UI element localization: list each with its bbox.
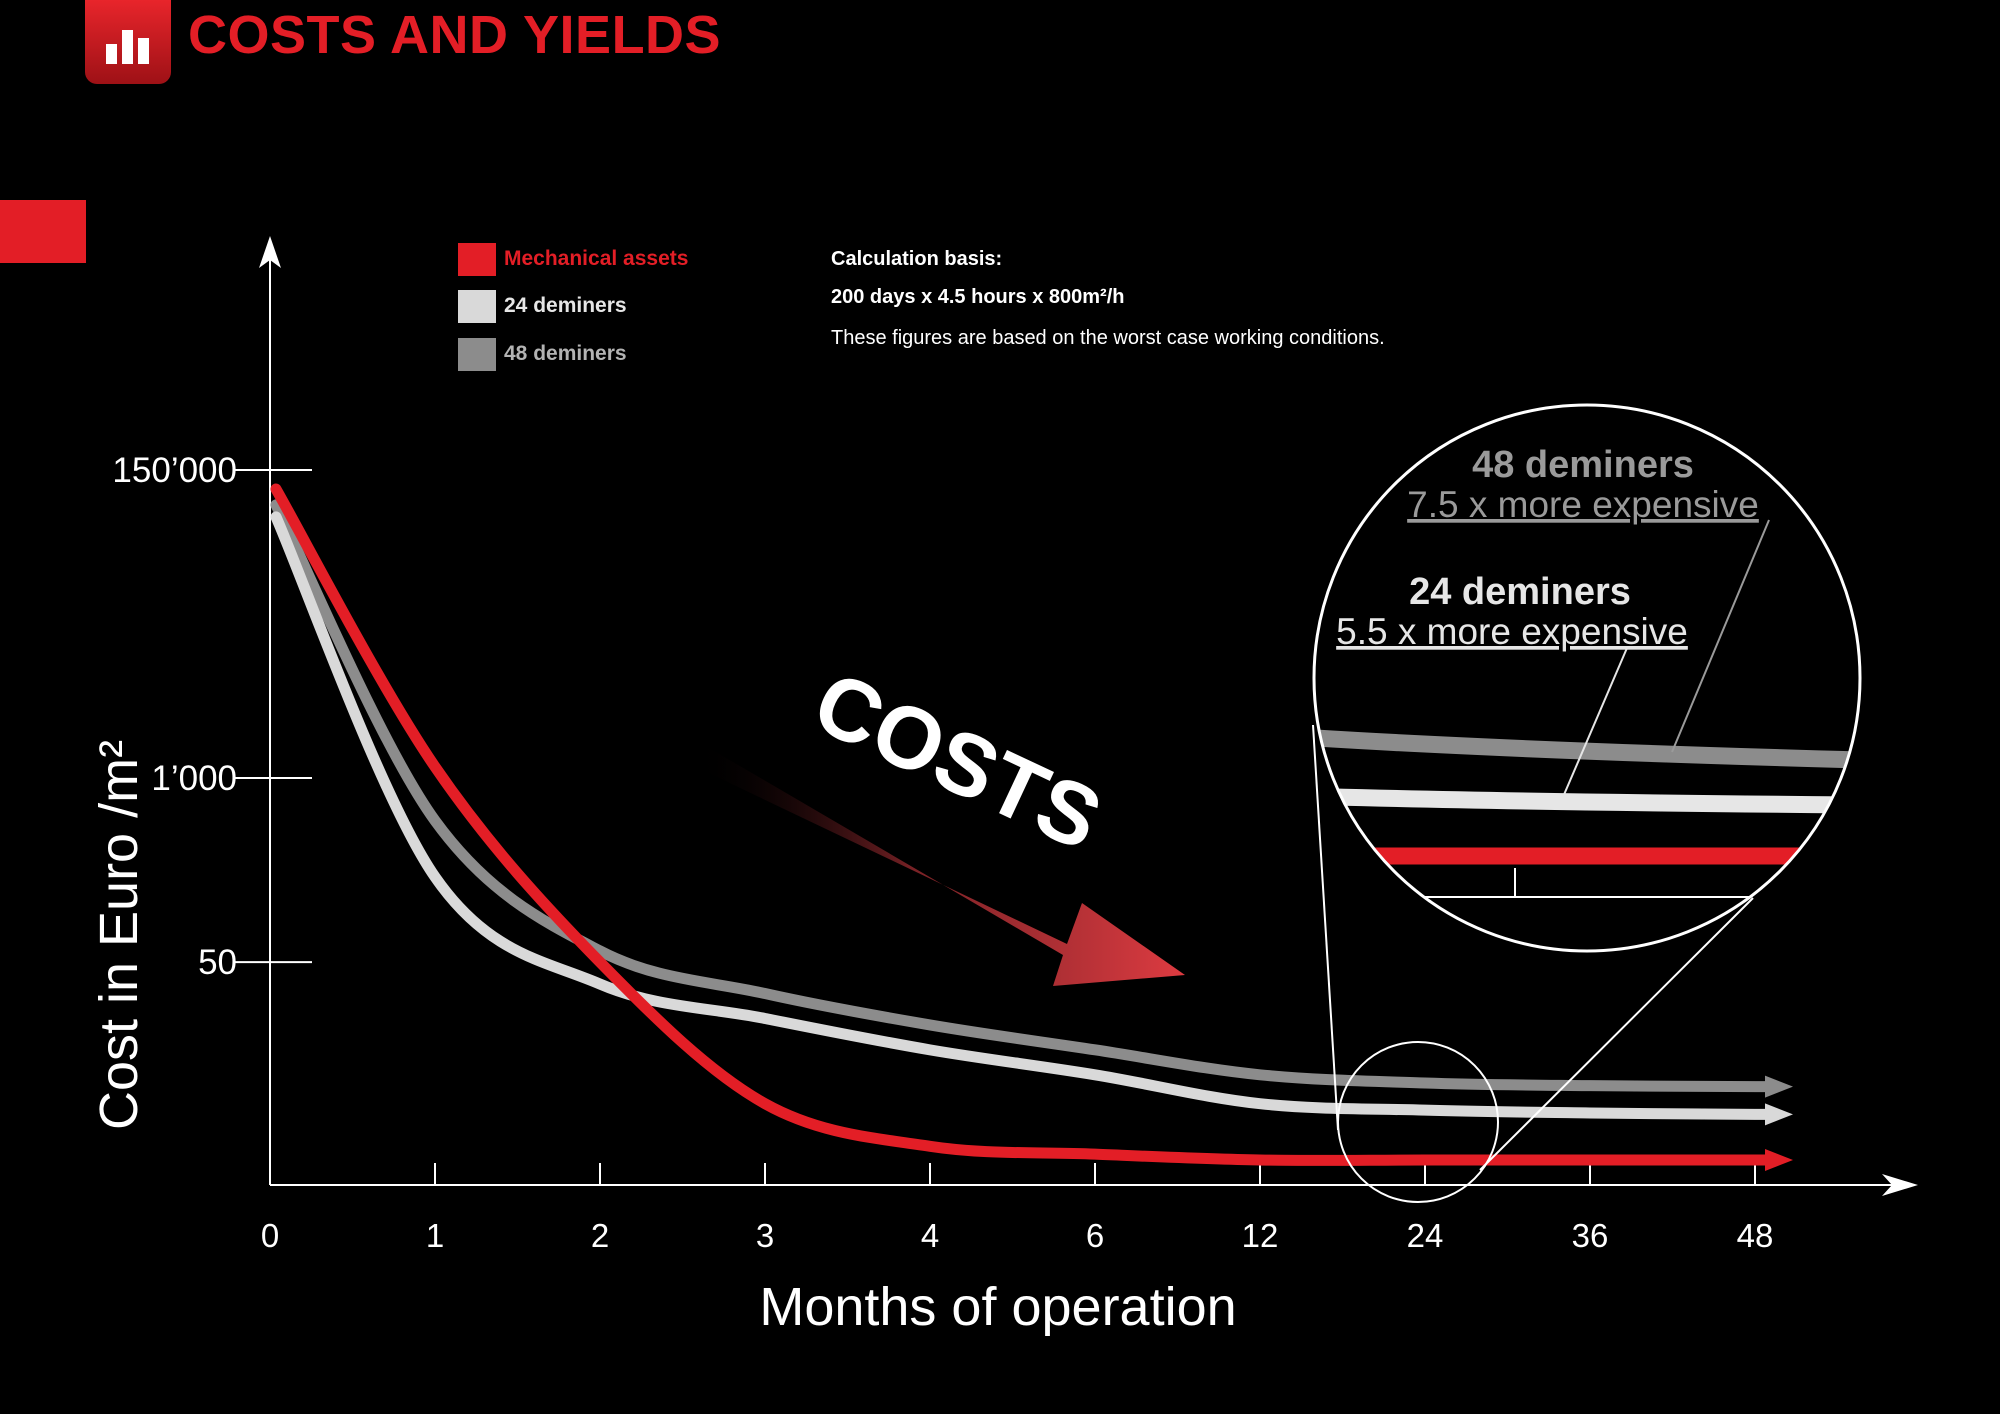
legend-item-mechanical: Mechanical assets <box>458 239 688 279</box>
side-tab-marker <box>0 200 86 263</box>
x-tick-label: 1 <box>426 1217 444 1254</box>
x-axis-arrowhead <box>1882 1174 1918 1196</box>
x-tick-label: 4 <box>921 1217 939 1254</box>
zoom-24-subtitle: 5.5 x more expensive <box>1336 611 1688 652</box>
x-tick-label: 24 <box>1407 1217 1444 1254</box>
calculation-heading: Calculation basis: <box>831 248 1003 270</box>
legend-label: 48 deminers <box>504 342 627 365</box>
legend-item-48-deminers: 48 deminers <box>458 334 627 374</box>
zoom-24-leader <box>1562 647 1628 798</box>
x-tick-label: 48 <box>1737 1217 1774 1254</box>
x-axis-label: Months of operation <box>759 1277 1236 1337</box>
zoom-48-leader <box>1671 519 1770 753</box>
x-tick-label: 0 <box>261 1217 279 1254</box>
x-tick-label: 2 <box>591 1217 609 1254</box>
series-line-48-deminers <box>270 499 1771 1093</box>
series-arrowhead-mechanical-assets <box>1765 1149 1793 1171</box>
series-arrowhead-48-deminers <box>1765 1075 1793 1098</box>
zoom-48-title: 48 deminers <box>1472 444 1694 486</box>
y-axis-arrowhead <box>259 236 281 268</box>
x-tick-label: 3 <box>756 1217 774 1254</box>
zoom-source-circle <box>1337 1041 1499 1203</box>
legend-swatch <box>458 337 496 371</box>
x-tick-label: 6 <box>1086 1217 1104 1254</box>
calculation-basis: 200 days x 4.5 hours x 800m²/h <box>831 286 1125 308</box>
x-tick-label: 36 <box>1572 1217 1609 1254</box>
series-arrowhead-24-deminers <box>1765 1103 1793 1126</box>
zoom-24-title: 24 deminers <box>1409 571 1631 613</box>
calculation-note: These figures are based on the worst cas… <box>831 327 1385 349</box>
bar-chart-icon <box>85 0 171 84</box>
y-tick-label: 1’000 <box>151 759 237 798</box>
series-line-mechanical-assets <box>270 483 1771 1166</box>
zoom-connector <box>1479 897 1754 1171</box>
zoom-line-24-deminers <box>1314 787 1860 814</box>
legend-label: 24 deminers <box>504 294 627 317</box>
costs-arrow <box>694 745 1185 986</box>
page-title: COSTS AND YIELDS <box>188 5 722 65</box>
x-tick-label: 12 <box>1242 1217 1279 1254</box>
zoom-circle <box>1312 403 1862 953</box>
legend-swatch <box>458 242 496 276</box>
zoom-connector <box>1312 724 1339 1131</box>
y-tick-label: 150’000 <box>112 451 237 490</box>
legend-label: Mechanical assets <box>504 247 689 270</box>
zoom-line-48-deminers <box>1314 728 1860 769</box>
zoom-48-subtitle: 7.5 x more expensive <box>1407 484 1759 525</box>
legend-swatch <box>458 289 496 323</box>
y-tick-label: 50 <box>198 943 237 982</box>
legend-item-24-deminers: 24 deminers <box>458 286 627 326</box>
y-axis-label: Cost in Euro /m² <box>89 740 149 1130</box>
